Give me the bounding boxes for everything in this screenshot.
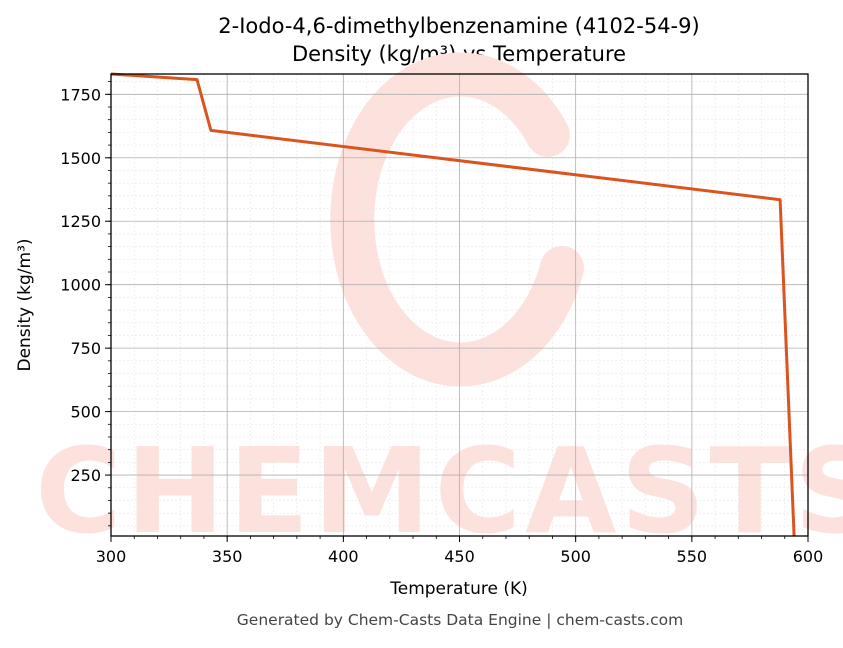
y-tick-label: 750 [70,339,101,358]
x-tick-label: 550 [677,547,708,566]
y-tick-label: 1500 [60,149,101,168]
y-tick-label: 1250 [60,212,101,231]
y-tick-label: 1750 [60,85,101,104]
chart-title: 2-Iodo-4,6-dimethylbenzenamine (4102-54-… [218,14,699,38]
x-tick-label: 600 [793,547,824,566]
x-axis-label: Temperature (K) [389,579,528,599]
y-tick-label: 250 [70,466,101,485]
x-tick-label: 350 [212,547,243,566]
x-tick-label: 450 [444,547,475,566]
ticks-layer: 300 350 400 450 500 550 600 250 500 750 1000 1250 15… [60,81,824,566]
watermark-logo [330,52,584,387]
x-tick-label: 500 [560,547,591,566]
x-tick-label: 400 [328,547,359,566]
footer-credit: Generated by Chem-Casts Data Engine | ch… [237,611,683,629]
density-line [110,72,796,537]
watermark: CHEMCASTS [35,52,843,560]
series-layer [110,72,796,537]
y-tick-label: 500 [70,403,101,422]
watermark-text: CHEMCASTS [35,422,843,560]
plot-frame [110,73,809,537]
y-axis-label: Density (kg/m³) [15,238,35,371]
y-tick-label: 1000 [60,276,101,295]
x-tick-label: 300 [96,547,127,566]
